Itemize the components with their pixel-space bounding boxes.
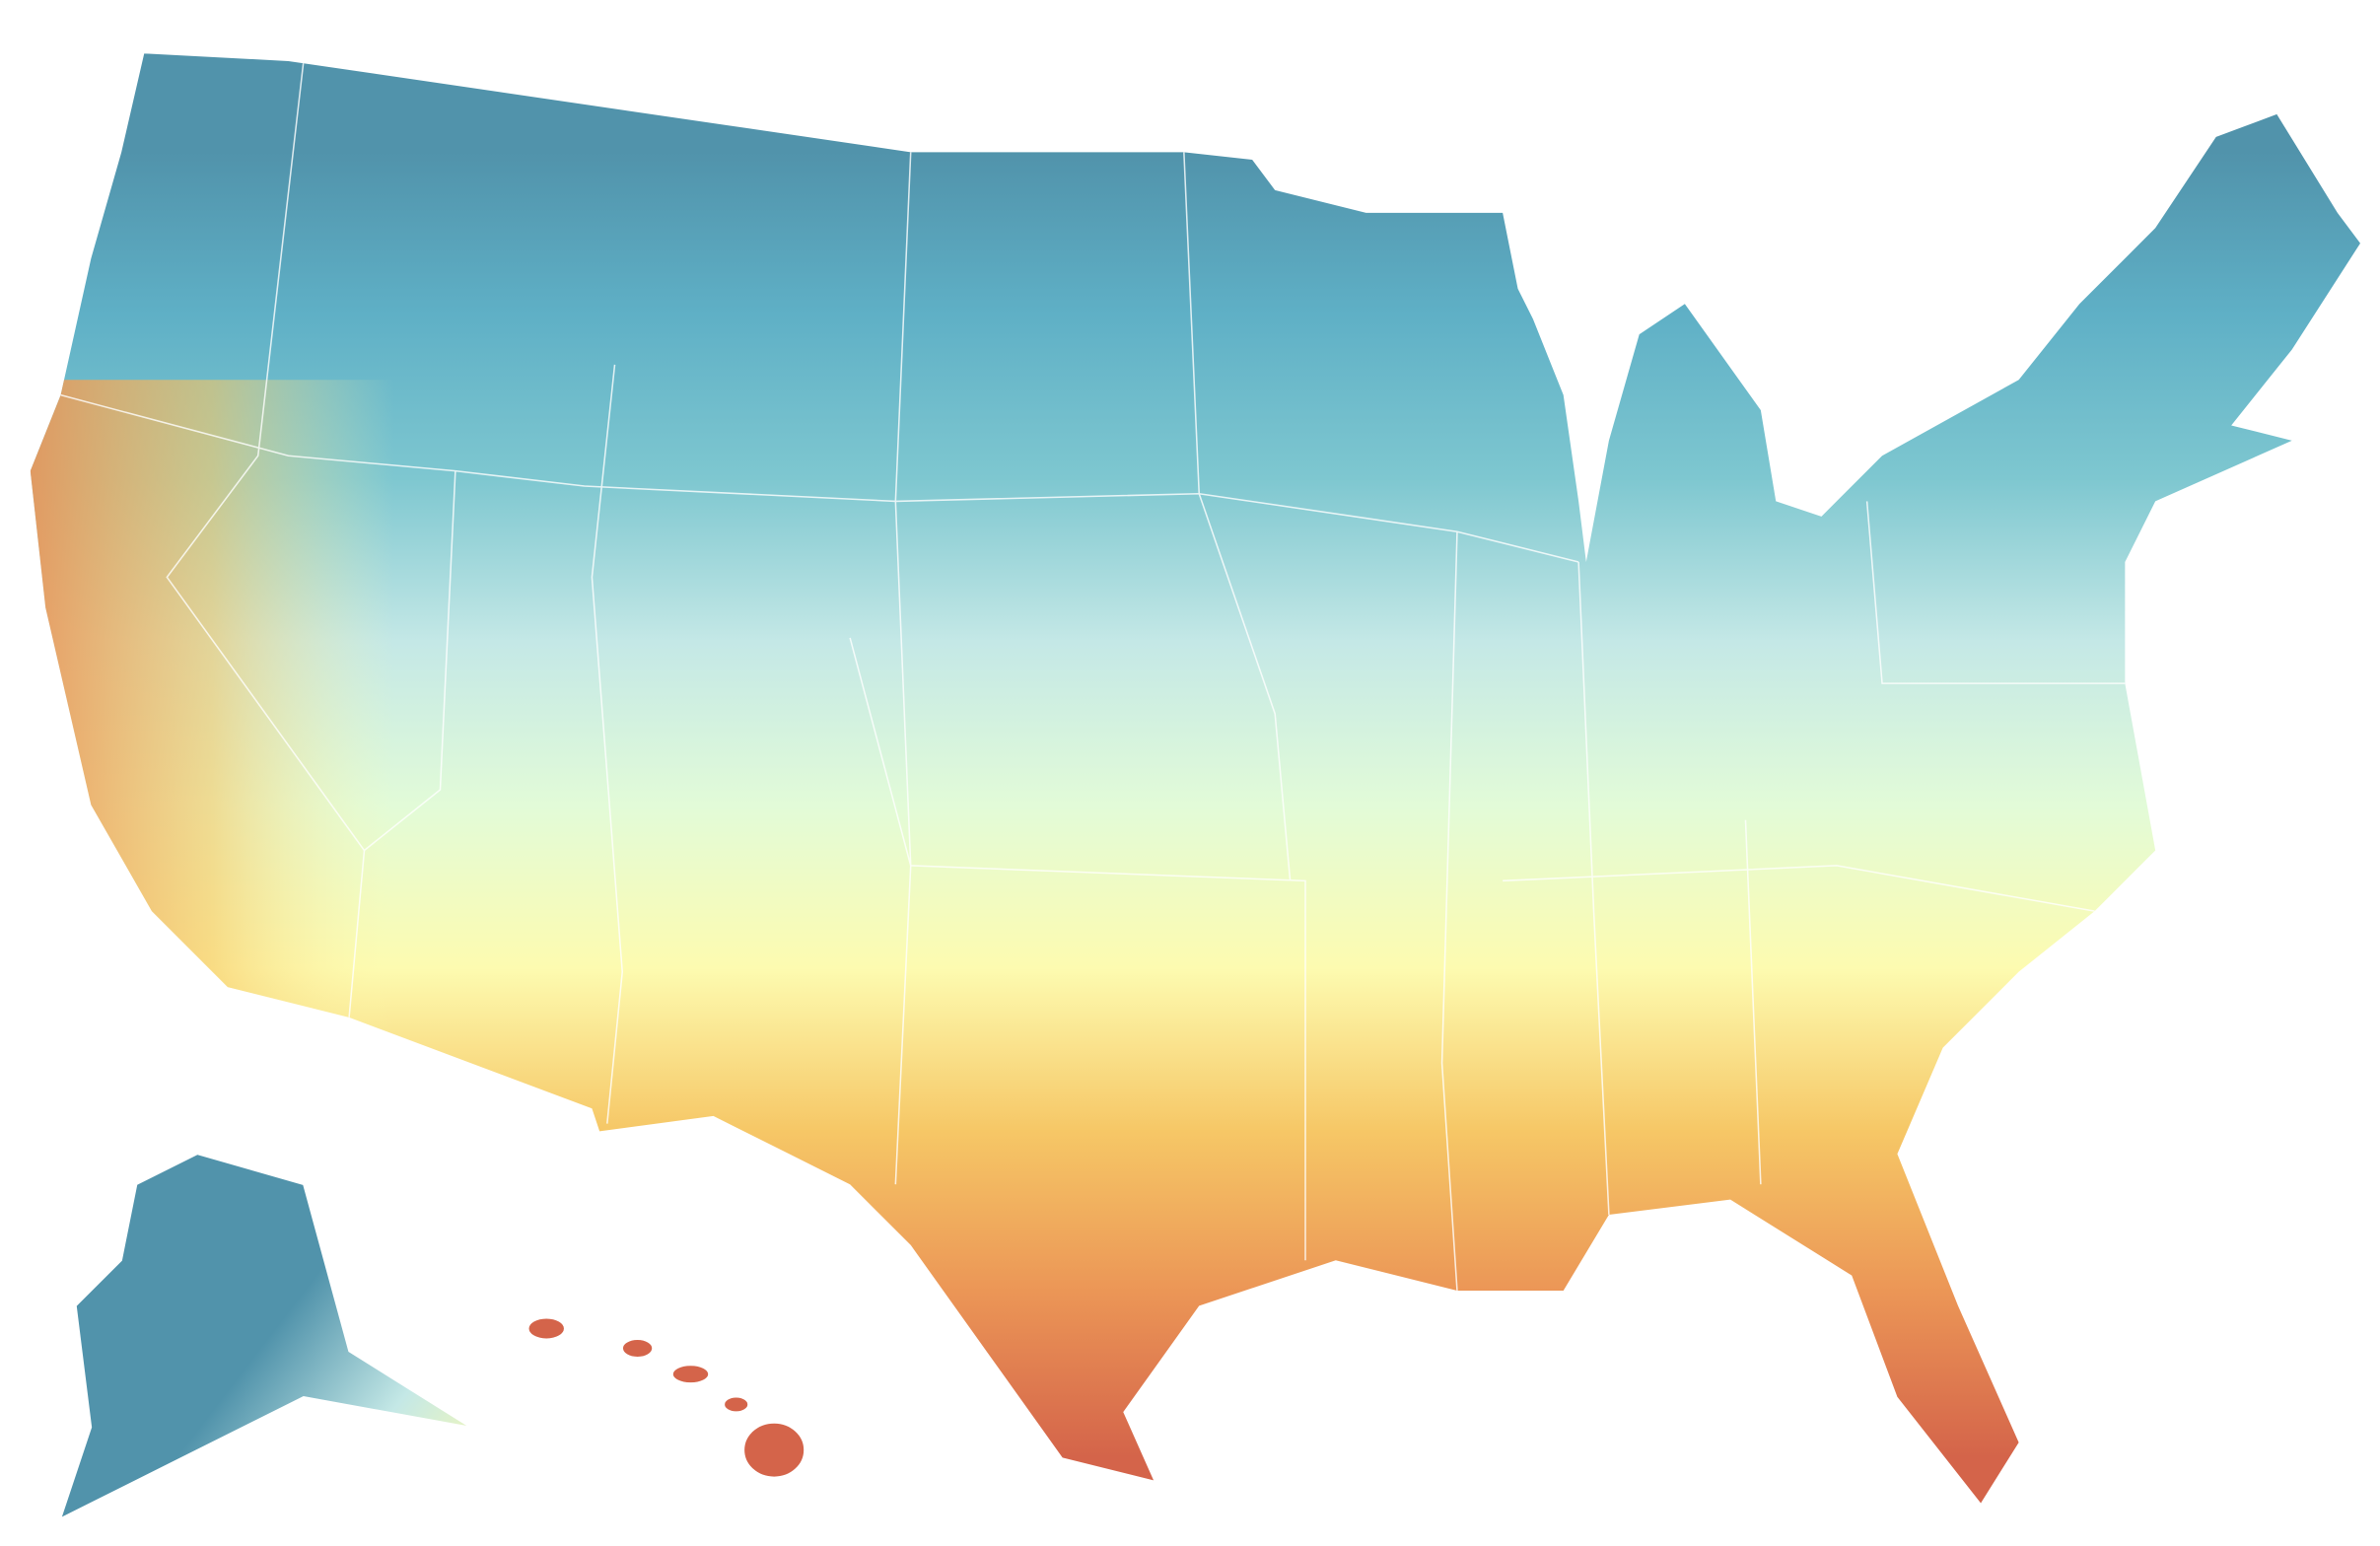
island: [671, 1364, 710, 1384]
island: [723, 1395, 749, 1413]
alaska: [59, 1153, 471, 1520]
island: [526, 1316, 566, 1341]
west-coast-band: [30, 380, 455, 1169]
hawaii: [526, 1316, 805, 1479]
state-borders: [60, 60, 2126, 1292]
island: [621, 1338, 654, 1359]
island: [742, 1422, 805, 1479]
